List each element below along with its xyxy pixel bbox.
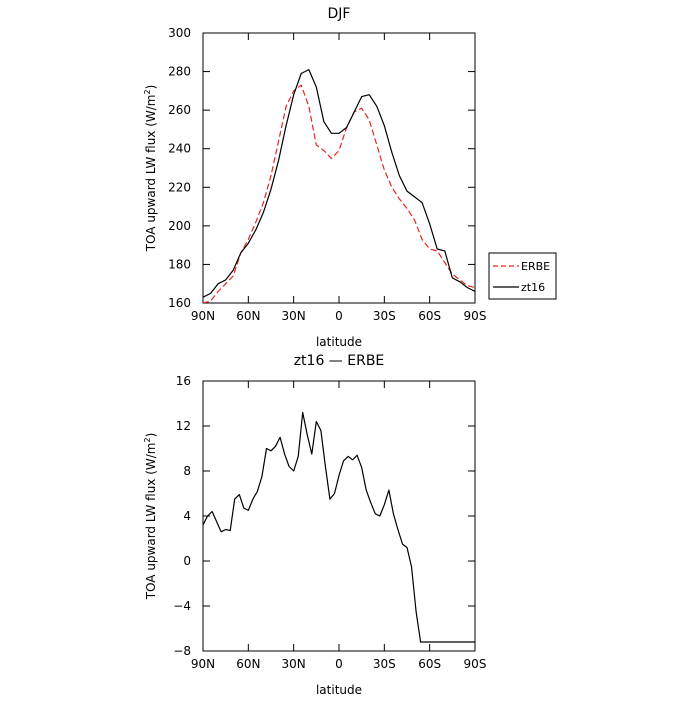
bottom-chart-x-tick-label: 60S <box>418 657 441 671</box>
bottom-plot-area: 90N 60N 30N 0 30S 60S 90S −8 −4 0 4 8 12 16 <box>173 374 486 671</box>
legend-box <box>488 252 557 300</box>
bottom-chart-ylabel-main: TOA upward LW flux (W/m <box>144 443 158 601</box>
top-chart-x-tick-label: 30N <box>282 309 306 323</box>
bottom-chart-x-tick-label: 90N <box>191 657 215 671</box>
bottom-chart-y-tick-label: 0 <box>183 554 191 568</box>
top-chart-ylabel-main: TOA upward LW flux (W/m <box>144 95 158 253</box>
top-chart-ylabel-sup: 2 <box>143 89 152 94</box>
top-chart-y-tick-label: 300 <box>168 26 191 40</box>
top-chart-y-tick-label: 160 <box>168 296 191 310</box>
bottom-chart-x-tick-label: 90S <box>464 657 487 671</box>
top-chart-y-tick-label: 180 <box>168 257 191 271</box>
top-chart-x-tick-label: 60N <box>236 309 260 323</box>
bottom-chart-y-tick-label: 12 <box>176 419 191 433</box>
legend-label-erbe: ERBE <box>521 260 550 273</box>
bottom-chart-x-tick-label: 60N <box>236 657 260 671</box>
bottom-chart-x-tick-label: 0 <box>335 657 343 671</box>
top-chart-title: DJF <box>328 6 351 22</box>
top-chart-xlabel: latitude <box>316 335 362 349</box>
bottom-chart-y-tick-label: −4 <box>173 599 191 613</box>
top-chart-x-tick-label: 30S <box>373 309 396 323</box>
bottom-chart-title: zt16 — ERBE <box>294 353 385 369</box>
legend-label-zt16: zt16 <box>521 281 545 294</box>
top-chart-y-tick-label: 220 <box>168 180 191 194</box>
bottom-chart-frame <box>202 380 476 652</box>
bottom-chart-x-tick-label: 30N <box>282 657 306 671</box>
top-chart-series-zt16-line <box>203 68 475 298</box>
top-chart-x-tick-label: 60S <box>418 309 441 323</box>
top-chart-y-tick-label: 240 <box>168 142 191 156</box>
top-chart-x-tick-label: 90S <box>464 309 487 323</box>
top-chart-x-tick-label: 90N <box>191 309 215 323</box>
legend: ERBE zt16 <box>488 252 557 300</box>
top-chart-series-erbe-line <box>203 84 475 303</box>
bottom-chart-ylabel: TOA upward LW flux (W/m2) <box>143 433 158 601</box>
top-chart-y-tick-label: 280 <box>168 65 191 79</box>
bottom-chart-series-diff-line <box>203 411 475 643</box>
top-chart-ylabel-close: ) <box>144 85 158 90</box>
bottom-chart-ylabel-close: ) <box>144 433 158 438</box>
top-chart-x-tick-label: 0 <box>335 309 343 323</box>
top-chart-frame <box>202 32 476 304</box>
top-plot-area: 90N 60N 30N 0 30S 60S 90S 160 180 200 220 240 260 280… <box>168 26 486 323</box>
top-chart-y-tick-label: 200 <box>168 219 191 233</box>
bottom-chart-xlabel: latitude <box>316 683 362 697</box>
bottom-chart-y-tick-label: −8 <box>173 644 191 658</box>
bottom-chart-y-tick-label: 4 <box>183 509 191 523</box>
bottom-chart-y-tick-label: 8 <box>183 464 191 478</box>
bottom-chart-x-tick-label: 30S <box>373 657 396 671</box>
bottom-chart-y-tick-label: 16 <box>176 374 191 388</box>
top-chart-y-tick-label: 260 <box>168 103 191 117</box>
top-chart-ylabel: TOA upward LW flux (W/m2) <box>143 85 158 253</box>
bottom-chart-ylabel-sup: 2 <box>143 437 152 442</box>
